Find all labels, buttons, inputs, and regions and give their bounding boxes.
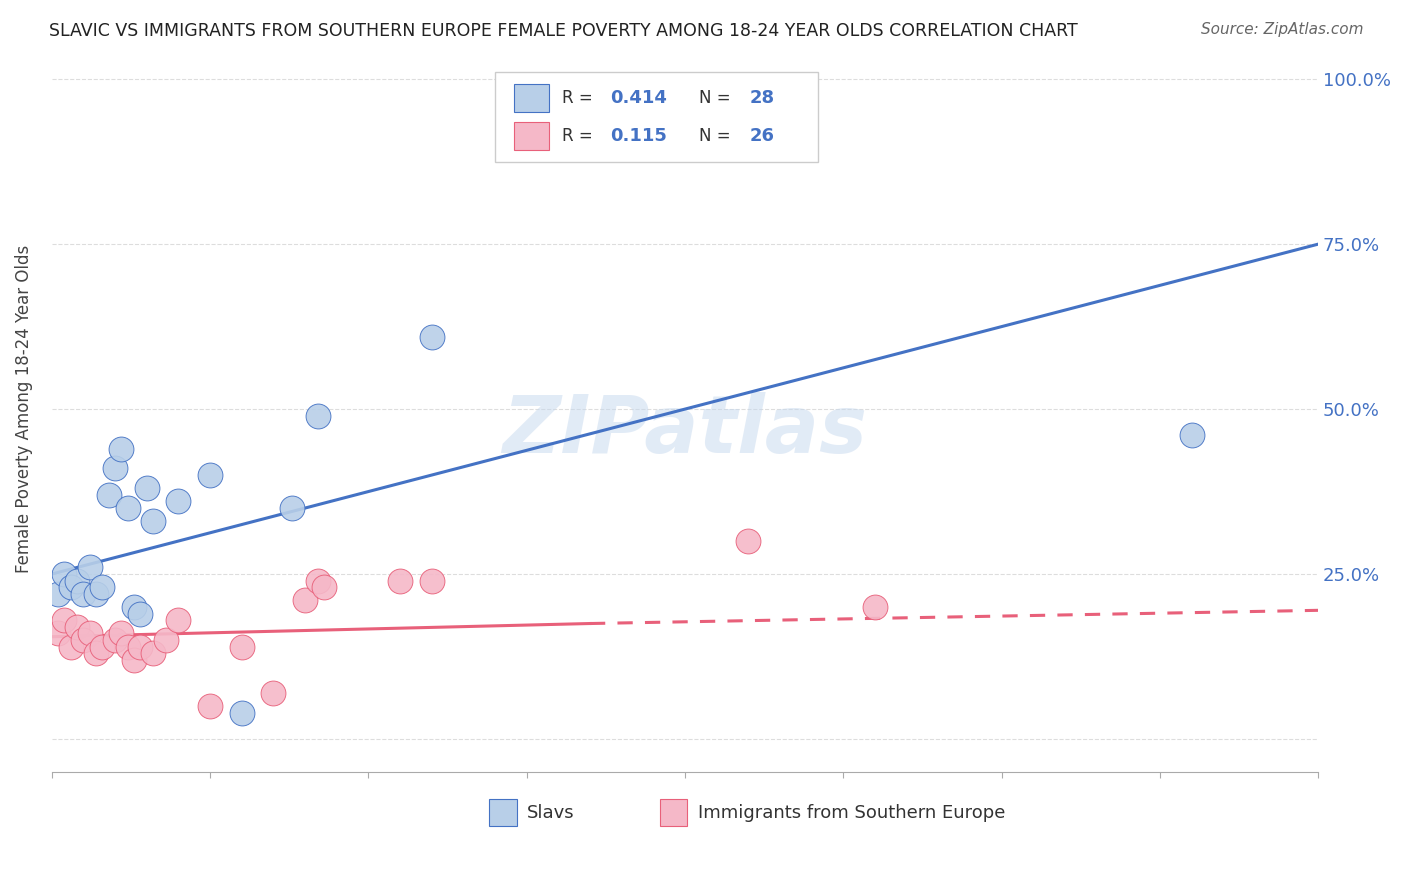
Point xyxy=(122,600,145,615)
Point xyxy=(53,613,76,627)
Bar xyxy=(489,799,516,826)
Text: Slavs: Slavs xyxy=(527,805,574,822)
Point xyxy=(46,626,69,640)
Bar xyxy=(659,799,688,826)
Text: 28: 28 xyxy=(749,88,775,107)
Text: 26: 26 xyxy=(749,128,775,145)
Point xyxy=(142,646,165,660)
Point xyxy=(104,461,127,475)
Text: N =: N = xyxy=(699,88,735,107)
Point xyxy=(167,613,190,627)
Point xyxy=(66,620,89,634)
Point xyxy=(231,706,253,720)
Point xyxy=(1180,428,1202,442)
Point xyxy=(737,534,759,549)
Point xyxy=(84,587,107,601)
Point xyxy=(91,580,114,594)
Text: ZIPatlas: ZIPatlas xyxy=(502,392,868,470)
Point xyxy=(79,560,101,574)
Point xyxy=(198,698,221,713)
Point xyxy=(420,329,443,343)
Point xyxy=(91,640,114,654)
Point xyxy=(110,626,132,640)
Point xyxy=(79,626,101,640)
Text: 0.115: 0.115 xyxy=(610,128,666,145)
Text: N =: N = xyxy=(699,128,735,145)
Point xyxy=(59,580,82,594)
Point xyxy=(262,686,284,700)
Text: 0.414: 0.414 xyxy=(610,88,666,107)
FancyBboxPatch shape xyxy=(495,71,818,162)
Point xyxy=(53,567,76,582)
Point xyxy=(167,494,190,508)
Text: R =: R = xyxy=(562,128,603,145)
Point xyxy=(281,501,304,516)
Point xyxy=(198,468,221,483)
Point xyxy=(72,633,94,648)
Point xyxy=(46,587,69,601)
Point xyxy=(142,514,165,528)
Bar xyxy=(515,84,550,112)
Point xyxy=(135,481,157,495)
Bar xyxy=(515,122,550,150)
Point xyxy=(122,653,145,667)
Point xyxy=(420,574,443,588)
Point xyxy=(84,646,107,660)
Point xyxy=(155,633,177,648)
Point xyxy=(307,409,329,423)
Point xyxy=(863,600,886,615)
Point xyxy=(72,587,94,601)
Point xyxy=(97,488,120,502)
Text: SLAVIC VS IMMIGRANTS FROM SOUTHERN EUROPE FEMALE POVERTY AMONG 18-24 YEAR OLDS C: SLAVIC VS IMMIGRANTS FROM SOUTHERN EUROP… xyxy=(49,22,1078,40)
Point xyxy=(307,574,329,588)
Point xyxy=(117,640,139,654)
Point xyxy=(104,633,127,648)
Text: Immigrants from Southern Europe: Immigrants from Southern Europe xyxy=(697,805,1005,822)
Point xyxy=(59,640,82,654)
Y-axis label: Female Poverty Among 18-24 Year Olds: Female Poverty Among 18-24 Year Olds xyxy=(15,245,32,574)
Point xyxy=(231,640,253,654)
Point xyxy=(66,574,89,588)
Point xyxy=(388,574,411,588)
Point xyxy=(110,442,132,456)
Point xyxy=(117,501,139,516)
Point xyxy=(129,607,152,621)
Text: R =: R = xyxy=(562,88,598,107)
Point xyxy=(129,640,152,654)
Text: Source: ZipAtlas.com: Source: ZipAtlas.com xyxy=(1201,22,1364,37)
Point xyxy=(294,593,316,607)
Point xyxy=(312,580,335,594)
